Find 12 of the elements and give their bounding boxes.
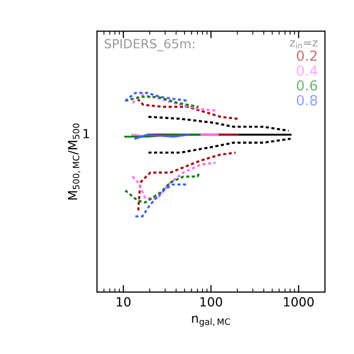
text: 0.2 [296,50,317,61]
x-tick-label: 1000 [284,297,314,307]
text: SPIDERS_65m: [104,38,194,52]
text: 0.8 [296,94,318,106]
legend-title: z$_{in}$=z [290,40,318,48]
text: 0.6 [296,80,318,91]
text: 0.4 [296,65,318,76]
x-tick-label: 10 [116,297,130,307]
text: 1 [84,129,89,138]
x-axis-title: n$_{gal,MC}$ [192,316,230,327]
y-axis-title: M$_{500,MC}$/M$_{500}$ [68,123,80,200]
x-tick-label: 100 [200,297,222,307]
